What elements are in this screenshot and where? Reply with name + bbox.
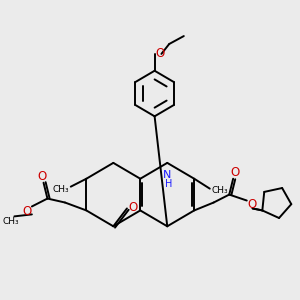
Text: O: O bbox=[247, 198, 256, 211]
Text: CH₃: CH₃ bbox=[211, 186, 228, 195]
Text: O: O bbox=[156, 47, 165, 60]
Text: O: O bbox=[230, 166, 240, 179]
Text: O: O bbox=[128, 201, 137, 214]
Text: CH₃: CH₃ bbox=[2, 217, 19, 226]
Text: O: O bbox=[22, 205, 32, 218]
Text: H: H bbox=[164, 179, 172, 189]
Text: CH₃: CH₃ bbox=[53, 185, 69, 194]
Text: N: N bbox=[163, 170, 171, 180]
Text: O: O bbox=[37, 170, 46, 183]
